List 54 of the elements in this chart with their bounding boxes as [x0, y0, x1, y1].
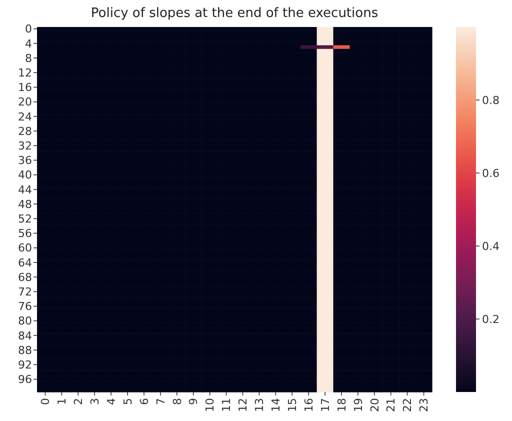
y-tick-label: 72	[18, 285, 32, 298]
x-tick-label: 0	[39, 398, 52, 405]
y-tick-label: 84	[18, 329, 32, 342]
y-tick-label: 64	[18, 256, 32, 270]
y-tick-label: 60	[18, 242, 32, 255]
x-tick-label: 22	[401, 398, 414, 412]
x-tick-label: 1	[56, 398, 69, 405]
y-tick-label: 96	[18, 373, 32, 386]
x-tick-label: 12	[236, 398, 250, 412]
y-tick-label: 32	[18, 139, 32, 152]
x-tick-label: 15	[286, 398, 299, 412]
y-tick-label: 24	[18, 110, 32, 124]
y-tick-label: 52	[18, 212, 32, 226]
y-tick-label: 16	[18, 81, 32, 94]
y-tick-label: 88	[18, 344, 32, 357]
x-tick-label: 4	[104, 398, 118, 405]
y-tick-label: 0	[25, 22, 32, 36]
color-bar-label: 0.4	[482, 240, 500, 253]
y-tick-label: 28	[18, 124, 32, 138]
x-tick-label: 13	[253, 398, 266, 412]
x-tick-label: 23	[418, 398, 431, 412]
x-tick-label: 9	[187, 398, 200, 405]
y-tick-label: 44	[18, 183, 32, 196]
color-bar-label: 0.6	[482, 166, 500, 180]
y-tick-label: 68	[18, 270, 32, 284]
x-tick-label: 8	[170, 398, 184, 405]
x-tick-label: 7	[154, 398, 168, 405]
y-tick-label: 80	[18, 314, 32, 328]
x-tick-label: 11	[220, 398, 234, 412]
color-bar-label: 0.2	[482, 312, 500, 326]
x-tick-label: 5	[121, 398, 134, 405]
y-tick-label: 4	[25, 37, 32, 50]
x-tick-label: 17	[318, 398, 332, 412]
x-tick-label: 20	[368, 398, 382, 412]
x-tick-label: 10	[204, 398, 217, 412]
y-tick-label: 36	[18, 154, 32, 168]
x-tick-label: 19	[352, 398, 365, 412]
x-tick-label: 16	[302, 398, 316, 412]
x-tick-label: 14	[269, 398, 282, 412]
y-tick-label: 8	[25, 52, 32, 65]
color-bar-label: 0.8	[482, 94, 500, 107]
y-tick-label: 92	[18, 358, 32, 372]
y-tick-label: 76	[18, 300, 32, 314]
y-tick-label: 48	[18, 198, 32, 211]
y-tick-label: 56	[18, 227, 32, 240]
x-tick-label: 18	[335, 398, 348, 412]
y-tick-label: 40	[18, 168, 32, 182]
x-tick-label: 6	[138, 398, 151, 405]
x-tick-label: 21	[384, 398, 398, 412]
x-tick-label: 2	[72, 398, 85, 405]
x-tick-label: 3	[88, 398, 102, 405]
y-tick-label: 12	[18, 66, 32, 80]
y-tick-label: 20	[18, 96, 32, 109]
chart-title: Policy of slopes at the end of the executions	[90, 6, 378, 21]
